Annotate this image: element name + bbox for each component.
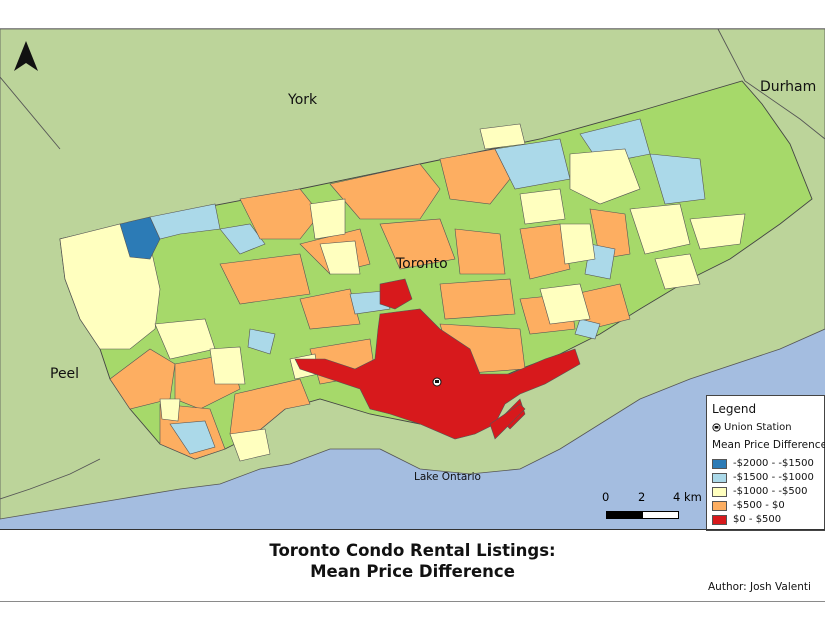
regional-boundaries	[0, 29, 825, 500]
label-lake-ontario: Lake Ontario	[414, 471, 481, 483]
scale-segment-black	[606, 511, 643, 519]
north-arrow-icon	[14, 41, 38, 71]
map-title-line-1: Toronto Condo Rental Listings:	[269, 541, 556, 560]
toronto-islands	[489, 403, 526, 440]
union-station-icon	[712, 423, 721, 432]
label-toronto: Toronto	[396, 256, 448, 272]
legend-swatch	[712, 458, 727, 469]
bottom-divider	[0, 601, 825, 602]
label-peel: Peel	[50, 366, 80, 382]
label-durham: Durham	[760, 79, 817, 95]
legend-station-entry: Union Station	[712, 422, 792, 433]
scale-tick-2: 2	[638, 490, 646, 504]
legend-station-label: Union Station	[724, 422, 792, 433]
neighbourhoods	[59, 118, 746, 462]
legend-class-label: -$2000 - -$1500	[733, 458, 814, 469]
legend-class-label: $0 - $500	[733, 514, 782, 525]
label-york: York	[288, 92, 318, 108]
legend-title: Legend	[712, 402, 757, 416]
legend-subtitle: Mean Price Difference	[712, 439, 825, 451]
legend-swatch	[712, 514, 727, 525]
legend-class-3: -$1000 - -$500	[712, 486, 807, 497]
legend-class-4: -$500 - $0	[712, 500, 785, 511]
top-divider	[0, 28, 825, 29]
legend-box: Legend Union Station Mean Price Differen…	[706, 395, 825, 531]
scale-bar: 0 2 4 km	[598, 490, 710, 526]
legend-class-2: -$1500 - -$1000	[712, 472, 814, 483]
legend-class-5: $0 - $500	[712, 514, 781, 525]
legend-swatch	[712, 500, 727, 511]
legend-class-label: -$1500 - -$1000	[733, 472, 814, 483]
legend-swatch	[712, 472, 727, 483]
scale-tick-4: 4 km	[673, 490, 702, 504]
author-credit: Author: Josh Valenti	[708, 581, 811, 593]
map-bottom-border	[0, 529, 825, 530]
scale-segment-white	[642, 511, 679, 519]
scale-tick-0: 0	[602, 490, 610, 504]
legend-class-1: -$2000 - -$1500	[712, 458, 814, 469]
map-canvas	[0, 29, 825, 529]
map-title: Toronto Condo Rental Listings: Mean Pric…	[0, 540, 825, 582]
legend-class-label: -$1000 - -$500	[733, 486, 808, 497]
union-station-icon	[432, 377, 442, 387]
legend-class-label: -$500 - $0	[733, 500, 785, 511]
legend-swatch	[712, 486, 727, 497]
map-title-line-2: Mean Price Difference	[310, 562, 515, 581]
